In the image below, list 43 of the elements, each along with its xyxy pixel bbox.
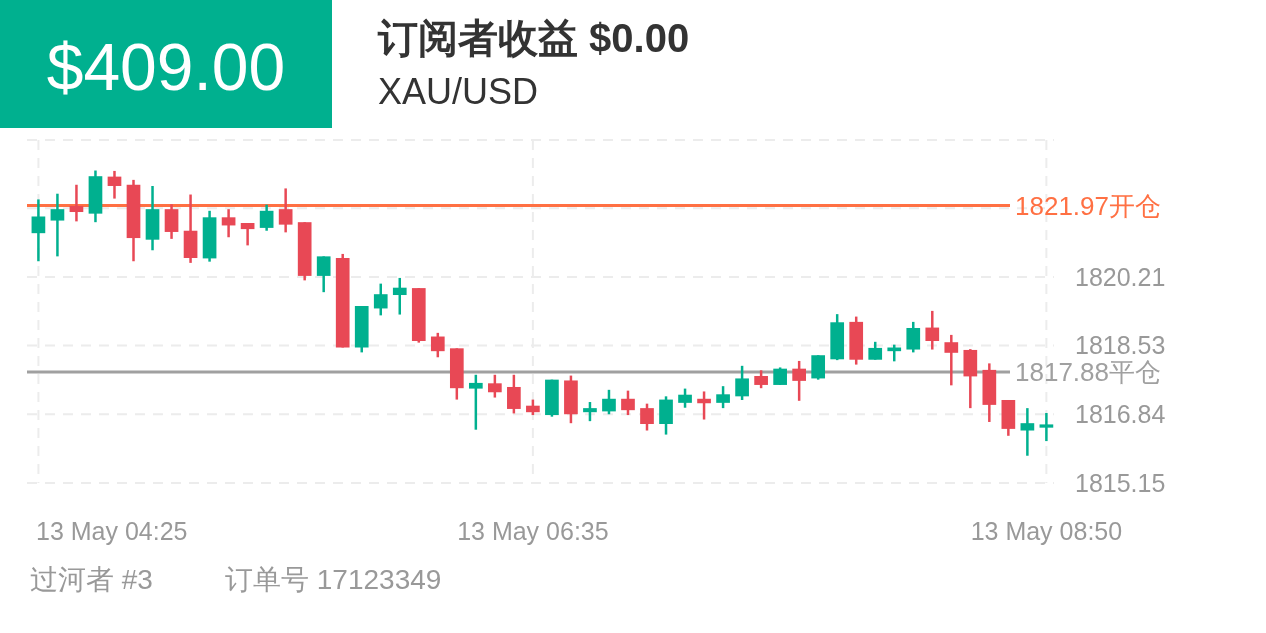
text: 过河者 #3 <box>30 564 153 595</box>
candlestick <box>259 203 274 232</box>
badge: $409.00 <box>0 0 332 128</box>
candlestick <box>678 387 692 409</box>
y-tick-label: 1816.84 <box>1075 400 1166 429</box>
candlestick <box>50 192 65 258</box>
text: 订单号 17123349 <box>225 564 442 595</box>
candlestick <box>507 373 521 415</box>
x-tick-label: 13 May 08:50 <box>970 517 1123 545</box>
candlestick <box>792 359 806 403</box>
candlestick <box>583 400 597 423</box>
candlestick <box>735 364 749 402</box>
candlestick <box>164 203 179 241</box>
candlestick <box>392 276 407 316</box>
y-tick-label: 1815.15 <box>1075 469 1166 497</box>
y-tick-label: 1820.21 <box>1075 263 1166 292</box>
candlestick <box>430 331 445 359</box>
candlestick <box>240 221 255 247</box>
candlestick <box>602 388 616 416</box>
candlestick <box>221 207 236 239</box>
candlestick <box>906 320 921 354</box>
candlestick <box>69 183 84 223</box>
candlestick <box>1020 406 1035 457</box>
candlestick <box>1039 411 1054 443</box>
candlestick <box>621 389 635 417</box>
chart-subtitle: XAU/USD <box>378 71 539 112</box>
candlestick <box>697 390 711 421</box>
candlestick <box>640 402 654 432</box>
x-tick-label: 13 May 04:25 <box>36 517 188 545</box>
chart-title: 订阅者收益 $0.00 <box>377 16 690 60</box>
candlestick <box>31 198 46 263</box>
candlestick <box>944 333 959 387</box>
candlestick <box>316 255 331 294</box>
candlestick <box>107 169 122 200</box>
candlestick <box>716 384 730 410</box>
candlestick <box>278 187 293 234</box>
candlestick <box>925 309 940 351</box>
ref-line-label: 1821.97开仓 <box>1015 190 1161 221</box>
x-tick-label: 13 May 06:35 <box>457 517 609 545</box>
candlestick <box>811 353 826 381</box>
candlestick <box>488 373 502 399</box>
candlestick <box>373 282 388 317</box>
candlestick <box>468 373 483 431</box>
